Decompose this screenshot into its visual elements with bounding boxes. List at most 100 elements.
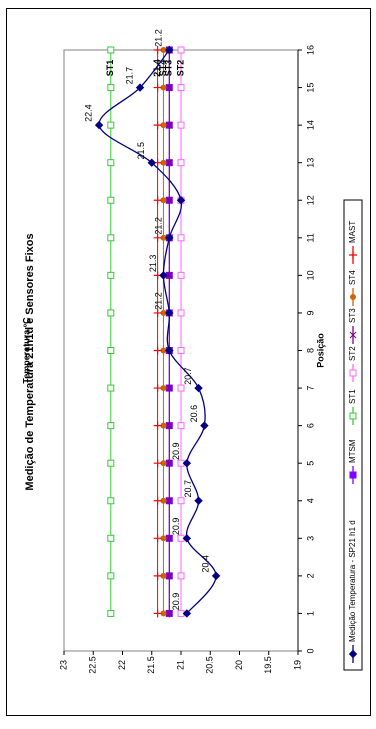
legend-label-st4: ST4 <box>348 270 357 285</box>
legend-swatch-marker-medi-o-temperatura-sp21-h1-d <box>348 649 358 659</box>
data-point-st1-6-shape <box>107 422 115 430</box>
data-point-st4-3-shape <box>160 535 167 542</box>
x-tick-label: 1 <box>305 611 315 616</box>
data-point-mast-14-shape <box>153 121 162 130</box>
data-point-st1-2 <box>107 572 115 580</box>
legend-swatch-marker-st3 <box>349 331 357 339</box>
data-point-st2-7 <box>177 384 185 392</box>
legend-swatch-marker-st2-shape <box>349 369 357 377</box>
data-point-medi-o-temperatura-sp21-h1-d-7 <box>194 383 203 393</box>
x-tick-label: 8 <box>305 348 315 353</box>
legend-box <box>343 199 363 671</box>
data-label: 21.5 <box>136 142 146 160</box>
data-point-st4-13 <box>160 159 167 166</box>
data-point-st3-1 <box>165 609 173 618</box>
data-point-st2-10 <box>177 271 185 279</box>
data-point-st2-16-shape <box>177 46 185 54</box>
legend-swatch-marker-mast <box>349 251 357 259</box>
data-point-st2-15-shape <box>177 84 185 92</box>
data-point-st4-12-shape <box>160 197 167 204</box>
legend-label-st3: ST3 <box>348 308 357 323</box>
data-label: 22.4 <box>83 104 93 122</box>
data-point-st4-5-shape <box>160 460 167 467</box>
data-point-st3-13-shape <box>165 158 173 167</box>
y-tick-label: 19 <box>292 660 302 670</box>
legend-label-mtsm: MTSM <box>348 439 357 463</box>
x-tick-label: 2 <box>305 573 315 578</box>
data-point-mast-7 <box>153 384 162 393</box>
series-end-label-st1: ST1 <box>105 60 115 77</box>
x-tick-label: 13 <box>305 158 315 168</box>
data-point-mast-5 <box>153 459 162 468</box>
chart-frame <box>6 8 371 716</box>
data-point-medi-o-temperatura-sp21-h1-d-9 <box>165 308 174 318</box>
data-point-st1-9 <box>107 309 115 317</box>
data-point-medi-o-temperatura-sp21-h1-d-13 <box>147 158 156 167</box>
data-point-st2-6-shape <box>177 422 185 430</box>
data-point-st1-14 <box>107 121 115 129</box>
data-point-mast-3 <box>153 534 162 543</box>
data-point-st3-10-shape <box>165 271 173 280</box>
data-point-mast-15-shape <box>153 83 162 92</box>
data-point-medi-o-temperatura-sp21-h1-d-15 <box>135 83 145 92</box>
data-point-st2-8 <box>177 347 185 354</box>
data-point-mast-16 <box>153 46 162 54</box>
data-point-st1-10-shape <box>107 271 115 279</box>
data-point-st1-15 <box>107 84 115 92</box>
data-point-st2-7-shape <box>177 384 185 392</box>
data-point-st4-15-shape <box>160 84 167 91</box>
legend-swatch-marker-mtsm <box>349 471 357 479</box>
data-point-st1-1 <box>107 609 115 617</box>
data-point-mast-1 <box>153 609 162 618</box>
data-point-st3-2 <box>165 571 173 580</box>
data-point-st4-13-shape <box>160 159 167 166</box>
data-point-st2-15 <box>177 84 185 92</box>
data-point-st3-3-shape <box>165 534 173 543</box>
series-end-label-st3: ST3 <box>164 60 174 77</box>
data-point-st2-4 <box>177 497 185 505</box>
data-point-mast-4-shape <box>153 496 162 505</box>
data-label: 20.9 <box>171 518 181 536</box>
data-point-st3-12 <box>165 196 173 205</box>
series-end-label-st2: ST2 <box>175 60 185 77</box>
data-point-medi-o-temperatura-sp21-h1-d-2 <box>211 571 221 581</box>
legend-swatch-marker-st1-shape <box>349 412 357 420</box>
data-point-st3-14 <box>165 121 173 130</box>
data-point-mast-9-shape <box>153 308 162 317</box>
legend-swatch-marker-st1 <box>349 412 357 420</box>
data-point-st1-16 <box>107 46 115 54</box>
data-point-medi-o-temperatura-sp21-h1-d-5-shape <box>182 458 192 468</box>
series-line-medi-o-temperatura-sp21-h1-d <box>98 49 217 614</box>
data-point-medi-o-temperatura-sp21-h1-d-14-shape <box>94 120 104 130</box>
data-point-mast-2-shape <box>153 571 162 580</box>
data-point-st3-4-shape <box>165 496 173 505</box>
data-point-st1-13-shape <box>107 159 115 167</box>
data-point-st2-8-shape <box>177 347 185 354</box>
data-label: 21.2 <box>154 29 164 47</box>
data-label: 21.2 <box>154 292 164 310</box>
series-end-label-mast: 21.4 <box>152 59 162 77</box>
data-point-st4-12 <box>160 197 167 204</box>
data-point-st1-4 <box>107 497 115 505</box>
legend-swatch-marker-st4 <box>350 294 356 300</box>
x-axis-title: Posição <box>315 333 325 368</box>
data-point-medi-o-temperatura-sp21-h1-d-6 <box>200 421 209 430</box>
data-point-st1-4-shape <box>107 497 115 505</box>
data-point-st4-15 <box>160 84 167 91</box>
x-tick-label: 4 <box>305 498 315 503</box>
data-point-st1-5-shape <box>107 459 115 467</box>
x-tick-label: 10 <box>305 270 315 280</box>
data-point-st2-2-shape <box>177 572 185 580</box>
data-point-st4-14-shape <box>160 122 167 129</box>
data-point-mast-6 <box>153 421 162 430</box>
data-point-mast-11 <box>153 233 162 242</box>
data-point-mast-9 <box>153 308 162 317</box>
data-point-st4-4-shape <box>160 497 167 504</box>
y-tick-label: 23 <box>58 660 68 670</box>
data-point-st1-8-shape <box>107 347 115 354</box>
data-point-st2-11-shape <box>177 234 185 242</box>
data-point-mast-2 <box>153 571 162 580</box>
x-tick-label: 6 <box>305 423 315 428</box>
data-point-st4-6 <box>160 422 167 429</box>
data-point-st1-16-shape <box>107 46 115 54</box>
